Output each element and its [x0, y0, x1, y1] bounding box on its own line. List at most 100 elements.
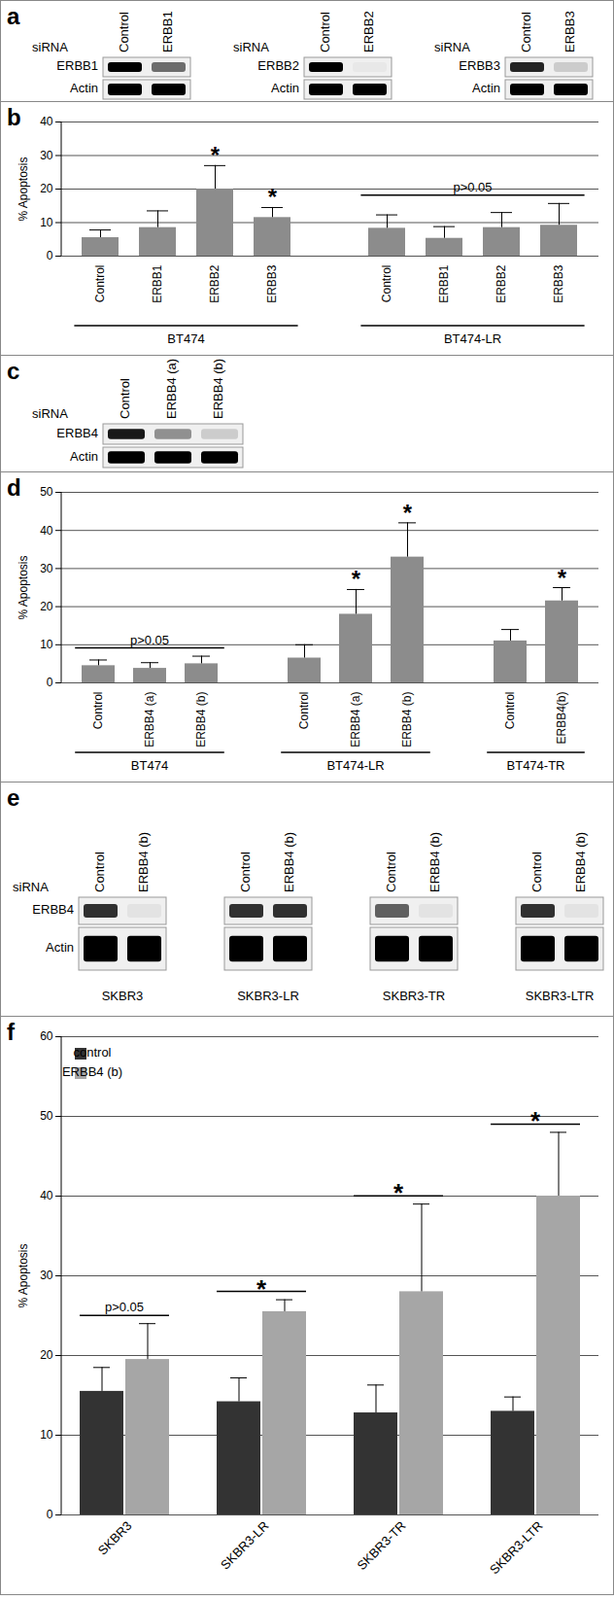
svg-text:*: *: [256, 1273, 268, 1303]
svg-text:BT474: BT474: [167, 331, 205, 346]
svg-text:ERBB3: ERBB3: [562, 10, 578, 53]
svg-text:ERBB4 (b): ERBB4 (b): [573, 831, 588, 892]
svg-text:siRNA: siRNA: [32, 39, 69, 55]
svg-text:ERBB4 (a): ERBB4 (a): [142, 691, 157, 748]
svg-text:ERBB1: ERBB1: [150, 264, 165, 304]
svg-text:Control: Control: [116, 11, 132, 53]
svg-text:0: 0: [46, 248, 54, 263]
svg-text:SKBR3-LR: SKBR3-LR: [237, 988, 300, 1003]
svg-text:ERBB1: ERBB1: [160, 10, 175, 53]
svg-text:BT474-TR: BT474-TR: [507, 757, 566, 773]
svg-text:SKBR3-LR: SKBR3-LR: [217, 1517, 273, 1572]
svg-text:siRNA: siRNA: [434, 39, 471, 55]
svg-text:ERBB4 (b): ERBB4 (b): [136, 831, 151, 892]
svg-text:ERBB1: ERBB1: [56, 58, 99, 73]
svg-text:Control: Control: [503, 691, 517, 730]
html-text:c: c: [6, 357, 20, 384]
svg-text:ERBB4 (b): ERBB4 (b): [427, 831, 443, 892]
svg-text:p>0.05: p>0.05: [452, 179, 492, 195]
html-text:b: b: [6, 103, 22, 131]
svg-text:ERBB4 (b): ERBB4 (b): [400, 691, 414, 748]
svg-text:BT474-LR: BT474-LR: [326, 757, 384, 773]
svg-text:30: 30: [39, 1267, 54, 1282]
svg-text:*: *: [557, 564, 568, 591]
svg-text:60: 60: [39, 1028, 54, 1043]
svg-text:ERBB3: ERBB3: [265, 264, 279, 304]
svg-text:20: 20: [39, 181, 54, 196]
svg-text:% Apoptosis: % Apoptosis: [16, 1242, 31, 1307]
svg-text:Control: Control: [518, 11, 534, 53]
svg-text:*: *: [268, 183, 278, 210]
svg-text:ERBB4 (b): ERBB4 (b): [194, 691, 208, 748]
svg-text:Control: Control: [383, 851, 399, 892]
svg-text:10: 10: [39, 215, 54, 230]
svg-text:ERBB4: ERBB4: [32, 901, 74, 917]
svg-text:% Apoptosis: % Apoptosis: [16, 156, 31, 221]
svg-text:ERBB2: ERBB2: [257, 58, 300, 73]
svg-text:10: 10: [39, 637, 54, 651]
svg-text:40: 40: [39, 523, 54, 538]
svg-text:Control: Control: [529, 851, 545, 892]
svg-text:control: control: [72, 1044, 111, 1059]
svg-text:30: 30: [39, 148, 54, 163]
svg-text:ERBB2: ERBB2: [361, 10, 376, 53]
svg-text:50: 50: [39, 484, 54, 499]
html-text:a: a: [6, 2, 20, 30]
svg-text:ERBB4 (b): ERBB4 (b): [281, 831, 297, 892]
svg-text:10: 10: [39, 1427, 54, 1441]
svg-text:siRNA: siRNA: [12, 879, 49, 894]
svg-text:Control: Control: [379, 265, 394, 304]
svg-text:20: 20: [39, 1347, 54, 1362]
svg-text:Actin: Actin: [69, 80, 99, 96]
svg-text:20: 20: [39, 599, 54, 614]
svg-text:% Apoptosis: % Apoptosis: [16, 554, 31, 619]
svg-text:Control: Control: [317, 11, 333, 53]
svg-text:ERBB4 (b): ERBB4 (b): [62, 1063, 123, 1079]
svg-text:siRNA: siRNA: [233, 39, 270, 55]
svg-text:BT474-LR: BT474-LR: [443, 331, 502, 346]
svg-text:0: 0: [46, 1506, 54, 1521]
svg-text:*: *: [530, 1105, 542, 1135]
svg-text:Control: Control: [92, 851, 107, 892]
svg-text:ERBB3: ERBB3: [458, 58, 501, 73]
svg-text:Actin: Actin: [472, 80, 501, 96]
svg-text:BT474: BT474: [131, 757, 169, 773]
svg-text:ERBB3: ERBB3: [551, 264, 566, 304]
svg-text:Actin: Actin: [69, 448, 99, 464]
svg-text:*: *: [210, 141, 221, 169]
svg-text:*: *: [393, 1177, 405, 1207]
svg-text:Control: Control: [117, 377, 133, 419]
svg-text:SKBR3-TR: SKBR3-TR: [353, 1517, 409, 1572]
svg-text:ERBB4 (b): ERBB4 (b): [210, 358, 226, 419]
svg-text:ERBB2: ERBB2: [207, 264, 222, 304]
svg-text:p>0.05: p>0.05: [104, 1298, 144, 1314]
html-text:e: e: [6, 784, 20, 811]
svg-text:ERBB4 (a): ERBB4 (a): [164, 358, 179, 419]
svg-text:0: 0: [46, 675, 54, 689]
svg-text:Control: Control: [297, 691, 311, 730]
svg-text:*: *: [403, 499, 413, 526]
svg-text:SKBR3-LTR: SKBR3-LTR: [486, 1517, 546, 1577]
svg-text:SKBR3: SKBR3: [95, 1517, 136, 1558]
svg-text:30: 30: [39, 561, 54, 576]
svg-text:ERBB4 (a): ERBB4 (a): [348, 691, 363, 748]
svg-text:p>0.05: p>0.05: [130, 632, 170, 648]
svg-text:ERBB2: ERBB2: [494, 264, 509, 304]
svg-text:Control: Control: [91, 691, 105, 730]
svg-text:Actin: Actin: [45, 939, 74, 955]
svg-text:40: 40: [39, 114, 54, 129]
svg-text:SKBR3: SKBR3: [102, 988, 144, 1003]
svg-text:50: 50: [39, 1108, 54, 1123]
svg-text:Control: Control: [93, 265, 107, 304]
svg-text:40: 40: [39, 1188, 54, 1202]
svg-text:SKBR3-LTR: SKBR3-LTR: [525, 988, 595, 1003]
svg-text:siRNA: siRNA: [32, 406, 69, 421]
svg-text:ERBB4(b): ERBB4(b): [554, 691, 569, 745]
svg-text:ERBB4: ERBB4: [56, 425, 99, 441]
html-text:d: d: [6, 474, 22, 501]
svg-text:ERBB1: ERBB1: [437, 264, 451, 304]
svg-text:*: *: [351, 565, 362, 592]
svg-text:SKBR3-TR: SKBR3-TR: [382, 988, 445, 1003]
svg-text:Control: Control: [238, 851, 253, 892]
svg-text:Actin: Actin: [271, 80, 300, 96]
